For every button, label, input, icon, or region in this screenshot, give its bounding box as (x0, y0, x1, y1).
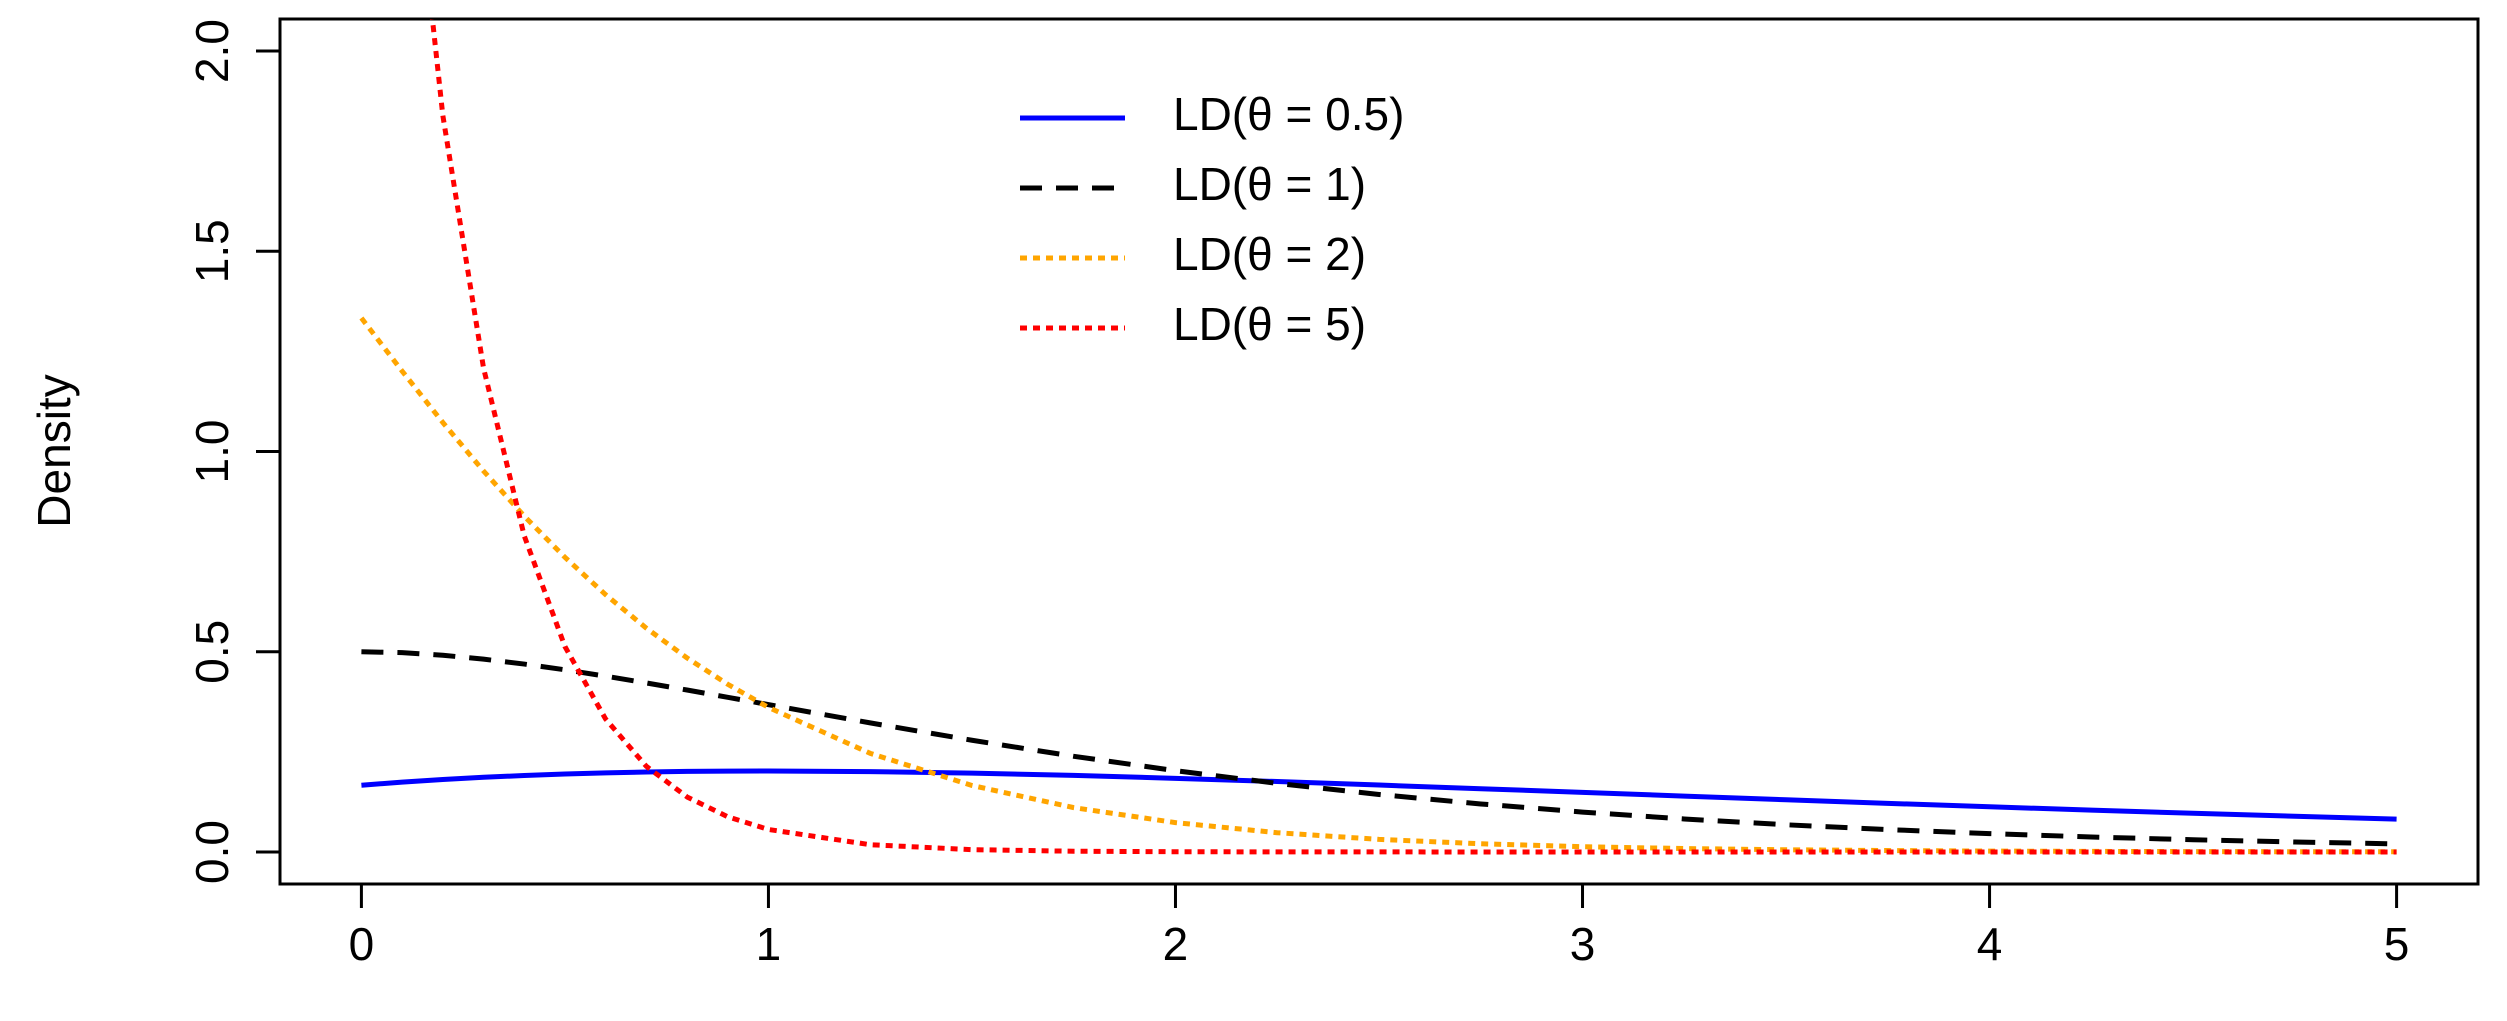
legend-label: LD(θ = 2) (1173, 228, 1366, 280)
series-line (361, 768, 2397, 822)
x-tick-label: 3 (1570, 918, 1596, 970)
y-tick-label: 0.0 (186, 820, 238, 884)
legend-label: LD(θ = 5) (1173, 298, 1366, 350)
series-line (429, 19, 2397, 855)
legend-label: LD(θ = 1) (1173, 158, 1366, 210)
y-tick-label: 2.0 (186, 19, 238, 83)
y-tick-label: 1.5 (186, 219, 238, 283)
plot-area (359, 19, 2397, 855)
y-axis-label: Density (28, 374, 80, 527)
x-tick-label: 5 (2384, 918, 2410, 970)
x-tick-label: 0 (349, 918, 375, 970)
series-line (361, 649, 2397, 847)
y-tick-label: 1.0 (186, 420, 238, 484)
legend-label: LD(θ = 0.5) (1173, 88, 1404, 140)
x-tick-label: 1 (756, 918, 782, 970)
x-tick-label: 4 (1977, 918, 2003, 970)
plot-frame (278, 17, 2480, 886)
x-tick-label: 2 (1163, 918, 1189, 970)
y-tick-label: 0.5 (186, 620, 238, 684)
